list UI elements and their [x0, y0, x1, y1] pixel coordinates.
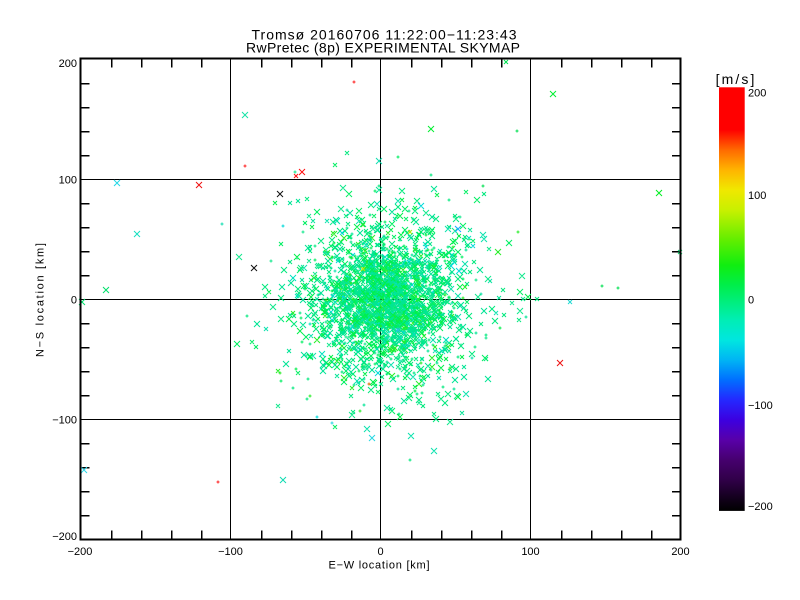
- svg-text:100: 100: [748, 190, 766, 202]
- svg-text:RwPretec (8p) EXPERIMENTAL SKY: RwPretec (8p) EXPERIMENTAL SKYMAP: [246, 40, 520, 56]
- svg-text:−100: −100: [218, 546, 243, 558]
- svg-text:0: 0: [71, 295, 77, 307]
- svg-text:−100: −100: [52, 415, 77, 427]
- svg-text:−200: −200: [68, 546, 93, 558]
- svg-text:0: 0: [377, 546, 383, 558]
- svg-text:Tromsø 20160706 11:22:00−11:23: Tromsø 20160706 11:22:00−11:23:43: [252, 27, 517, 43]
- svg-text:200: 200: [671, 546, 689, 558]
- svg-text:100: 100: [59, 175, 77, 187]
- svg-text:−200: −200: [52, 531, 77, 543]
- svg-text:0: 0: [748, 295, 754, 307]
- svg-text:−100: −100: [748, 400, 773, 412]
- svg-text:200: 200: [748, 88, 766, 100]
- svg-text:[m/s]: [m/s]: [716, 71, 755, 87]
- svg-text:100: 100: [521, 546, 539, 558]
- svg-text:200: 200: [59, 58, 77, 70]
- svg-text:E−W location [km]: E−W location [km]: [329, 560, 430, 572]
- svg-text:−200: −200: [748, 501, 773, 513]
